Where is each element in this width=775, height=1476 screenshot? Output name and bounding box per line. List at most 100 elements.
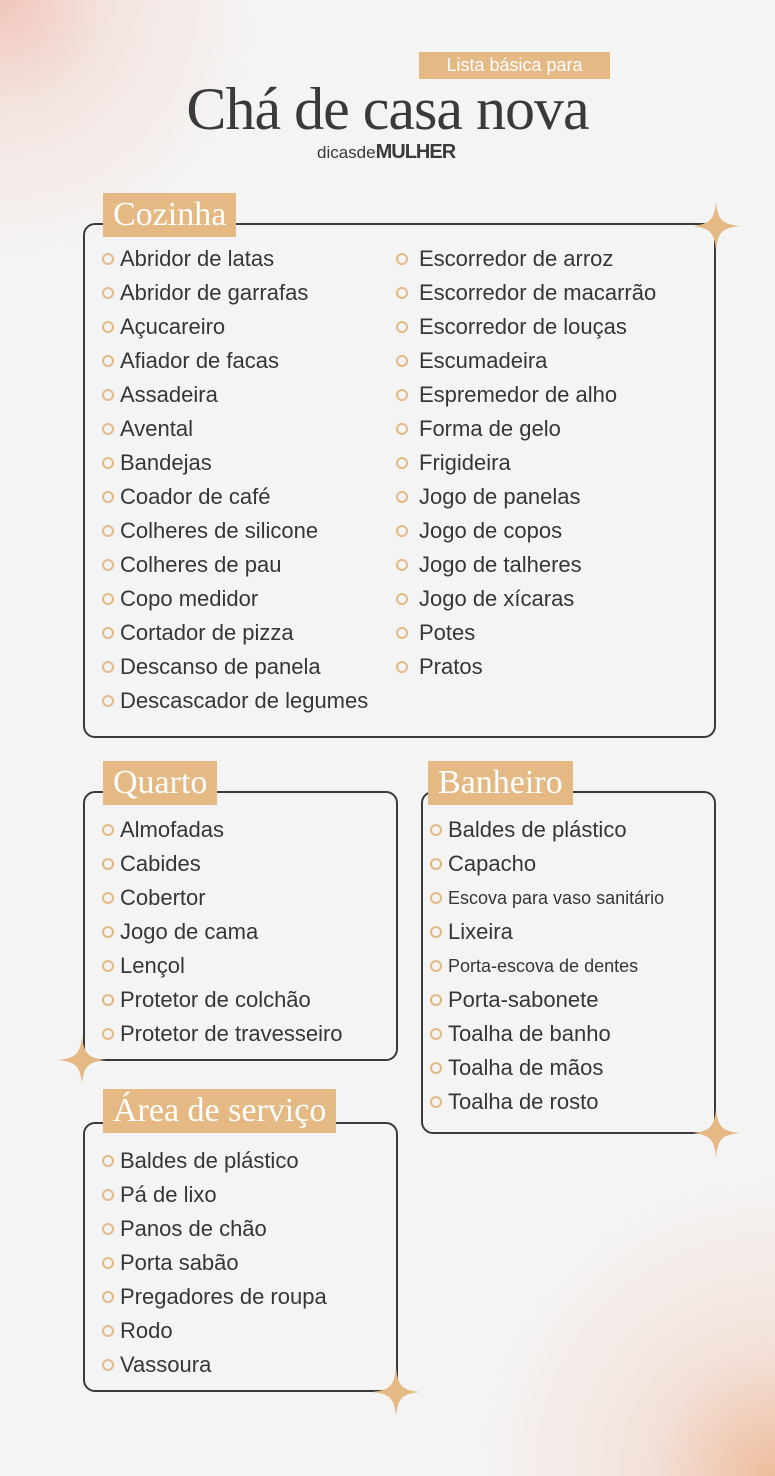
circle-outline-icon <box>396 457 408 469</box>
circle-outline-icon <box>430 994 442 1006</box>
list-item-label: Espremedor de alho <box>419 382 618 407</box>
circle-outline-icon <box>102 355 114 367</box>
list-item: Jogo de talheres <box>396 548 656 582</box>
list-item-label: Descanso de panela <box>120 654 321 679</box>
list-item: Descanso de panela <box>102 650 368 684</box>
list-item: Protetor de travesseiro <box>102 1017 343 1051</box>
section-quarto <box>83 791 398 1061</box>
circle-outline-icon <box>396 321 408 333</box>
circle-outline-icon <box>396 661 408 673</box>
four-point-star-icon <box>58 1036 106 1084</box>
list-item-label: Abridor de garrafas <box>120 280 309 305</box>
four-point-star-icon <box>692 1109 740 1157</box>
list-item: Jogo de xícaras <box>396 582 656 616</box>
list-item-label: Avental <box>120 416 193 441</box>
list-item-label: Jogo de xícaras <box>419 586 575 611</box>
list-item: Espremedor de alho <box>396 378 656 412</box>
list-item-label: Lixeira <box>448 919 513 944</box>
list-item: Escorredor de arroz <box>396 242 656 276</box>
list-item: Panos de chão <box>102 1212 327 1246</box>
circle-outline-icon <box>102 926 114 938</box>
list-item-label: Cortador de pizza <box>120 620 294 645</box>
cozinha-list-col2: Escorredor de arroz Escorredor de macarrã… <box>396 242 656 684</box>
list-item-label: Pratos <box>419 654 483 679</box>
circle-outline-icon <box>102 695 114 707</box>
circle-outline-icon <box>102 491 114 503</box>
section-cozinha <box>83 223 716 738</box>
list-item: Colheres de silicone <box>102 514 368 548</box>
list-item-label: Porta sabão <box>120 1250 239 1275</box>
list-item: Colheres de pau <box>102 548 368 582</box>
circle-outline-icon <box>102 321 114 333</box>
list-item-label: Cabides <box>120 851 201 876</box>
circle-outline-icon <box>396 491 408 503</box>
list-item-label: Escorredor de louças <box>419 314 627 339</box>
list-item: Cobertor <box>102 881 343 915</box>
list-item: Pá de lixo <box>102 1178 327 1212</box>
list-item-label: Forma de gelo <box>419 416 561 441</box>
list-item-label: Assadeira <box>120 382 218 407</box>
list-item: Porta sabão <box>102 1246 327 1280</box>
logo-bold: MULHER <box>375 141 457 163</box>
list-item-label: Bandejas <box>120 450 212 475</box>
list-item-label: Baldes de plástico <box>448 817 627 842</box>
list-item-label: Potes <box>419 620 476 645</box>
list-item-label: Frigideira <box>419 450 511 475</box>
list-item: Capacho <box>430 847 664 881</box>
list-item-label: Descascador de legumes <box>120 688 369 713</box>
cozinha-list-col1: Abridor de latas Abridor de garrafas Açuca… <box>102 242 368 718</box>
list-item-label: Protetor de colchão <box>120 987 311 1012</box>
quarto-list: Almofadas Cabides Cobertor Jogo de cama Lenç… <box>102 813 343 1051</box>
circle-outline-icon <box>396 389 408 401</box>
section-title-servico: Área de serviço <box>103 1089 337 1133</box>
circle-outline-icon <box>102 1189 114 1201</box>
circle-outline-icon <box>396 627 408 639</box>
circle-outline-icon <box>396 423 408 435</box>
section-title-banheiro: Banheiro <box>428 761 573 805</box>
list-item-label: Colheres de silicone <box>120 518 319 543</box>
circle-outline-icon <box>102 1257 114 1269</box>
circle-outline-icon <box>396 593 408 605</box>
list-item: Almofadas <box>102 813 343 847</box>
circle-outline-icon <box>102 627 114 639</box>
circle-outline-icon <box>102 858 114 870</box>
circle-outline-icon <box>102 1291 114 1303</box>
circle-outline-icon <box>102 1325 114 1337</box>
circle-outline-icon <box>102 593 114 605</box>
list-item-label: Baldes de plástico <box>120 1148 299 1173</box>
list-item-label: Jogo de talheres <box>419 552 582 577</box>
section-title-cozinha: Cozinha <box>103 193 237 237</box>
list-item: Bandejas <box>102 446 368 480</box>
list-item: Escova para vaso sanitário <box>430 881 664 915</box>
list-item-label: Colheres de pau <box>120 552 282 577</box>
list-item-label: Panos de chão <box>120 1216 267 1241</box>
list-item-label: Escumadeira <box>419 348 548 373</box>
circle-outline-icon <box>102 1359 114 1371</box>
list-item-label: Vassoura <box>120 1352 212 1377</box>
circle-outline-icon <box>430 1062 442 1074</box>
list-item: Baldes de plástico <box>102 1144 327 1178</box>
circle-outline-icon <box>430 858 442 870</box>
list-item-label: Toalha de rosto <box>448 1089 599 1114</box>
list-item: Pregadores de roupa <box>102 1280 327 1314</box>
page-title: Chá de casa nova <box>186 76 589 142</box>
list-item-label: Afiador de facas <box>120 348 279 373</box>
list-item-label: Pregadores de roupa <box>120 1284 327 1309</box>
list-item: Assadeira <box>102 378 368 412</box>
list-item-label: Jogo de panelas <box>419 484 581 509</box>
circle-outline-icon <box>102 1028 114 1040</box>
circle-outline-icon <box>102 253 114 265</box>
circle-outline-icon <box>102 389 114 401</box>
four-point-star-icon <box>692 202 740 250</box>
list-item: Protetor de colchão <box>102 983 343 1017</box>
list-item-label: Escorredor de arroz <box>419 246 614 271</box>
list-item-label: Abridor de latas <box>120 246 275 271</box>
circle-outline-icon <box>430 960 442 972</box>
brand-logo: dicasdeMULHER <box>317 141 457 164</box>
circle-outline-icon <box>102 960 114 972</box>
servico-list: Baldes de plástico Pá de lixo Panos de chã… <box>102 1144 327 1382</box>
list-item: Avental <box>102 412 368 446</box>
list-item-label: Copo medidor <box>120 586 259 611</box>
list-item-label: Escorredor de macarrão <box>419 280 657 305</box>
list-item: Descascador de legumes <box>102 684 368 718</box>
